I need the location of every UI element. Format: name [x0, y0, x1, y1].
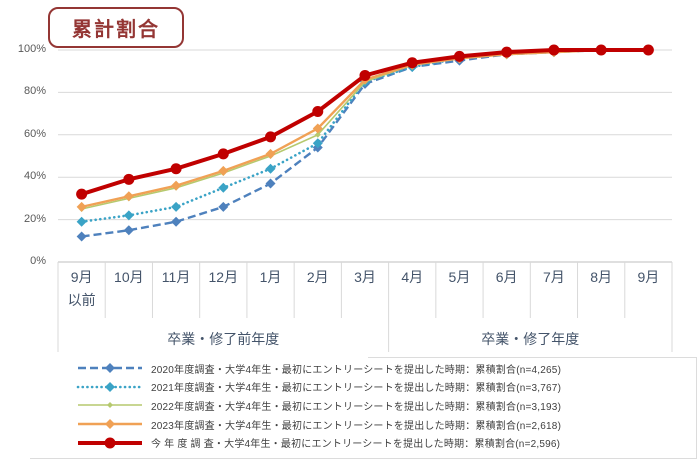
data-point-marker — [453, 50, 465, 62]
data-point-marker — [548, 44, 560, 56]
legend-item: 2021年度調査・大学4年生・最初にエントリーシートを提出した時期：累積割合(n… — [76, 378, 561, 396]
x-tick-label-line: 9月 — [637, 269, 660, 285]
data-point-marker — [105, 419, 115, 430]
x-tick-label: 4月 — [389, 266, 436, 289]
x-tick-label: 1月 — [247, 266, 294, 289]
data-point-marker — [265, 131, 277, 143]
data-point-marker — [642, 44, 654, 56]
x-group-label: 卒業・修了前年度 — [167, 331, 280, 347]
x-tick-label-line: 9月 — [70, 269, 93, 285]
x-tick-label: 6月 — [483, 266, 530, 289]
legend-item: 2022年度調査・大学4年生・最初にエントリーシートを提出した時期：累積割合(n… — [76, 396, 561, 414]
x-tick-label-line: 10月 — [114, 269, 144, 285]
x-tick-label: 2月 — [294, 266, 341, 289]
x-tick-label: 8月 — [578, 266, 625, 289]
data-point-marker — [595, 44, 607, 56]
document-border-bottom — [30, 458, 697, 459]
legend-item: 今 年 度 調 査・大学4年生・最初にエントリーシートを提出した時期：累積割合(… — [76, 434, 560, 452]
data-point-marker — [218, 165, 229, 176]
x-tick-label: 12月 — [200, 266, 247, 289]
x-tick-label: 11月 — [152, 266, 199, 289]
legend-label: 2022年度調査・大学4年生・最初にエントリーシートを提出した時期：累積割合(n… — [151, 401, 562, 413]
data-point-marker — [76, 231, 87, 242]
data-point-marker — [312, 123, 323, 134]
data-point-marker — [171, 180, 182, 191]
data-point-marker — [107, 402, 113, 409]
x-group-label: 卒業・修了年度 — [481, 331, 580, 347]
legend-swatch — [76, 381, 144, 392]
legend-item: 2020年度調査・大学4年生・最初にエントリーシートを提出した時期：累積割合(n… — [76, 359, 561, 377]
x-tick-label: 3月 — [341, 266, 388, 289]
data-point-marker — [359, 69, 371, 81]
data-point-marker — [218, 201, 229, 212]
document-border-top — [368, 357, 697, 358]
legend-swatch — [78, 437, 142, 449]
data-point-marker — [171, 201, 182, 212]
data-point-marker — [314, 131, 321, 138]
x-tick-label: 5月 — [436, 266, 483, 289]
data-point-marker — [312, 138, 323, 149]
series-4 — [76, 44, 654, 200]
legend-swatch — [78, 402, 142, 409]
x-tick-label-line: 7月 — [543, 269, 565, 285]
y-tick-label: 0% — [30, 255, 46, 267]
x-tick-label: 7月 — [530, 266, 577, 289]
y-tick-label: 80% — [23, 85, 46, 98]
data-point-marker — [123, 225, 134, 236]
data-point-marker — [76, 216, 87, 227]
data-point-marker — [123, 210, 134, 221]
data-point-marker — [312, 105, 324, 117]
y-tick-label: 60% — [23, 127, 46, 140]
legend-label: 今 年 度 調 査・大学4年生・最初にエントリーシートを提出した時期：累積割合(… — [151, 439, 561, 451]
data-point-marker — [218, 182, 229, 193]
legend-swatch — [78, 363, 142, 373]
x-tick-label-line: 8月 — [590, 269, 613, 285]
data-point-marker — [406, 57, 418, 69]
y-tick-label: 100% — [17, 43, 46, 55]
x-tick-label-line: 6月 — [495, 269, 518, 285]
x-tick-label-line: 2月 — [306, 269, 329, 285]
data-point-marker — [123, 173, 135, 185]
chart-title: 累計割合 — [72, 19, 160, 41]
data-point-marker — [170, 163, 182, 175]
data-point-marker — [265, 163, 276, 174]
x-tick-label-line: 12月 — [208, 269, 239, 285]
data-point-marker — [76, 188, 88, 200]
y-tick-label: 40% — [23, 170, 46, 183]
data-point-marker — [501, 46, 513, 58]
data-point-marker — [123, 191, 134, 202]
legend-swatch — [78, 419, 142, 430]
chart-title-box: 累計割合 — [48, 7, 184, 48]
data-point-marker — [217, 148, 229, 160]
document-border-right — [696, 357, 697, 458]
x-tick-label-line: 1月 — [259, 269, 282, 285]
x-tick-label-line: 4月 — [401, 269, 424, 285]
y-tick-label: 20% — [23, 212, 46, 225]
data-point-marker — [105, 363, 115, 373]
x-tick-label: 9月以前 — [58, 266, 105, 312]
legend-label: 2020年度調査・大学4年生・最初にエントリーシートを提出した時期：累積割合(n… — [151, 364, 562, 376]
data-point-marker — [76, 201, 87, 212]
data-point-marker — [171, 216, 182, 227]
legend-label: 2021年度調査・大学4年生・最初にエントリーシートを提出した時期：累積割合(n… — [151, 383, 562, 395]
x-tick-label: 9月 — [625, 266, 672, 289]
data-point-marker — [265, 178, 276, 189]
x-tick-label-line: 以前 — [67, 292, 96, 308]
legend-label: 2023年度調査・大学4年生・最初にエントリーシートを提出した時期：累積割合(n… — [151, 420, 562, 432]
x-tick-label-line: 11月 — [161, 269, 191, 285]
x-tick-label-line: 5月 — [448, 269, 471, 285]
x-tick-label: 10月 — [105, 266, 152, 289]
x-tick-label-line: 3月 — [354, 269, 376, 285]
data-point-marker — [104, 437, 116, 449]
data-point-marker — [105, 381, 115, 392]
legend-item: 2023年度調査・大学4年生・最初にエントリーシートを提出した時期：累積割合(n… — [76, 415, 561, 433]
data-point-marker — [265, 148, 276, 159]
